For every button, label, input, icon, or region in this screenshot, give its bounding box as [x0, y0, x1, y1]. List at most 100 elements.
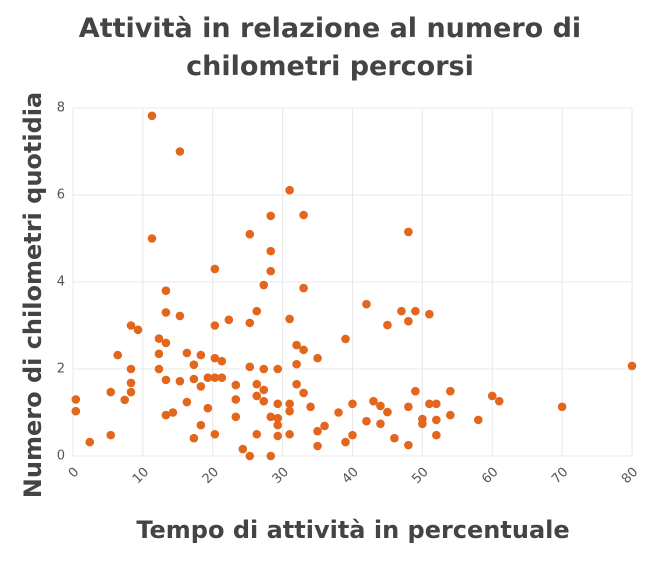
point [217, 356, 227, 366]
point [313, 426, 322, 436]
point [252, 429, 262, 439]
point [362, 416, 371, 426]
point [313, 441, 322, 451]
point [273, 413, 283, 423]
point [161, 375, 171, 385]
y-tick-label: 4 [57, 275, 65, 290]
point [120, 395, 130, 405]
point [432, 415, 441, 425]
y-axis-label: Numero di chilometri quotidia [19, 92, 47, 498]
x-tick-label: 30 [270, 465, 292, 487]
point [203, 373, 213, 383]
point [182, 348, 192, 358]
point [126, 387, 136, 397]
point [273, 399, 283, 409]
point [376, 401, 385, 411]
point [210, 321, 220, 330]
point [147, 234, 157, 243]
point [245, 362, 255, 372]
point [245, 229, 255, 239]
point [627, 361, 637, 371]
point [189, 433, 199, 443]
point [245, 451, 255, 461]
point [266, 246, 276, 256]
point [154, 334, 164, 343]
point [217, 373, 227, 383]
x-tick-label: 80 [619, 465, 641, 487]
x-tick-label: 70 [549, 465, 571, 487]
point [383, 407, 392, 417]
point [161, 286, 171, 296]
point [106, 430, 116, 440]
point [404, 227, 413, 237]
point [231, 395, 241, 404]
point [126, 364, 136, 374]
y-tick-label: 0 [57, 449, 65, 464]
point [259, 280, 269, 290]
point [299, 345, 308, 355]
point [369, 396, 378, 406]
point [189, 360, 199, 369]
point [292, 340, 301, 350]
chart-title: Attività in relazione al numero di chilo… [78, 13, 582, 82]
point [210, 353, 220, 363]
x-tick-label: 0 [66, 465, 82, 481]
point [126, 321, 136, 330]
point [231, 412, 241, 422]
point [161, 308, 171, 317]
y-tick-label: 8 [57, 101, 65, 116]
point [273, 420, 283, 430]
point [161, 338, 171, 348]
point [473, 415, 483, 425]
point [231, 380, 241, 390]
point [341, 334, 350, 344]
point [299, 283, 308, 293]
point [266, 266, 276, 276]
point [196, 350, 206, 360]
point [168, 408, 178, 417]
point [292, 379, 301, 389]
point [113, 350, 123, 360]
point [266, 412, 276, 422]
point [210, 373, 220, 383]
point [285, 314, 294, 324]
point [245, 318, 255, 328]
point [390, 433, 399, 443]
point [404, 316, 413, 326]
point [259, 385, 269, 395]
point [341, 437, 350, 447]
point [196, 420, 206, 430]
x-tick-label: 50 [409, 465, 431, 487]
y-tick-label: 2 [57, 362, 65, 377]
point [147, 111, 157, 121]
point [446, 410, 455, 420]
point [133, 325, 143, 335]
point [487, 391, 497, 401]
point [299, 210, 308, 220]
point [418, 419, 427, 429]
point [224, 315, 234, 325]
point [189, 374, 199, 384]
point [425, 309, 434, 319]
point [154, 349, 164, 359]
x-tick-label: 60 [479, 465, 501, 487]
point [252, 306, 262, 316]
point [71, 406, 81, 416]
point [285, 429, 294, 439]
point [376, 419, 385, 429]
point [85, 437, 95, 447]
point [154, 364, 164, 374]
point [126, 378, 136, 388]
point [446, 386, 455, 396]
point [320, 421, 329, 431]
point [106, 387, 116, 397]
point [259, 364, 269, 374]
point [432, 430, 441, 440]
point [175, 311, 185, 321]
point [397, 306, 406, 316]
point [348, 430, 357, 440]
point [313, 353, 322, 363]
point [238, 444, 248, 454]
